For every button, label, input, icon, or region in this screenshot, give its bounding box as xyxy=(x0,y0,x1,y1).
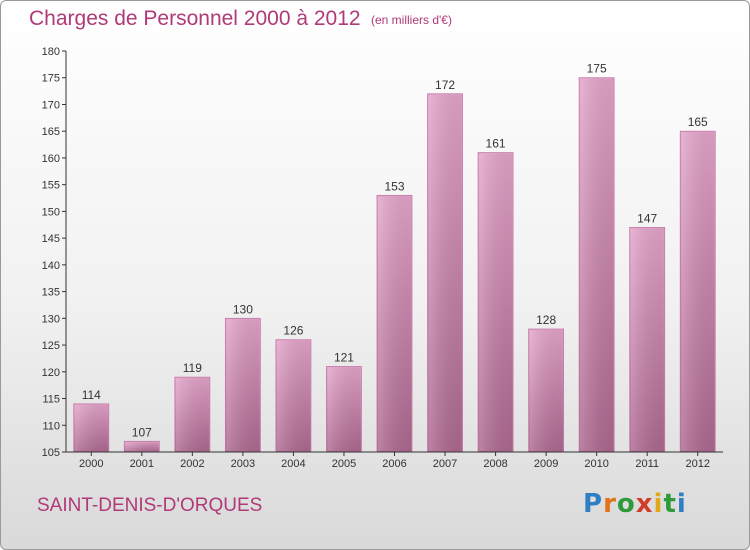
y-tick-label: 145 xyxy=(42,233,60,245)
bar-highlight xyxy=(327,367,361,451)
x-tick-label: 2008 xyxy=(483,458,507,470)
bar-highlight xyxy=(125,442,159,451)
x-tick-label: 2007 xyxy=(433,458,457,470)
bar-value-label: 153 xyxy=(384,179,404,193)
x-tick-label: 2010 xyxy=(584,458,608,470)
y-tick-label: 170 xyxy=(42,99,60,111)
y-tick-label: 160 xyxy=(42,153,60,165)
bar-value-label: 175 xyxy=(587,62,607,76)
bar-value-label: 147 xyxy=(637,211,657,225)
y-tick-label: 150 xyxy=(42,206,60,218)
y-tick-label: 110 xyxy=(42,420,60,432)
bar-value-label: 121 xyxy=(334,350,354,364)
x-tick-label: 2011 xyxy=(635,458,659,470)
bar-highlight xyxy=(74,404,108,451)
logo-letter: o xyxy=(616,489,636,519)
y-tick-label: 155 xyxy=(42,180,60,192)
bar-highlight xyxy=(175,378,209,451)
bar-value-label: 107 xyxy=(132,425,152,439)
bar-highlight xyxy=(580,78,614,451)
x-tick-label: 2004 xyxy=(281,458,305,470)
bar-highlight xyxy=(226,319,260,451)
y-tick-label: 125 xyxy=(42,340,60,352)
logo-letter: x xyxy=(635,489,654,519)
y-tick-label: 135 xyxy=(42,287,60,299)
y-tick-label: 175 xyxy=(42,73,60,85)
bar-value-label: 128 xyxy=(536,313,556,327)
bar-highlight xyxy=(428,94,462,452)
bar-highlight xyxy=(378,196,411,451)
bar-highlight xyxy=(630,228,664,451)
x-axis: 2000 2001 2002 2003 2004 2005 2006 2007 2008 2009… xyxy=(66,451,723,470)
x-tick-label: 2005 xyxy=(332,458,356,470)
chart-subtitle: (en milliers d'€) xyxy=(371,13,452,27)
bars-group: 114 107 119 130 126 121 153 172 161 128 175 147 165 xyxy=(73,62,716,453)
commune-name: SAINT-DENIS-D'ORQUES xyxy=(37,495,263,516)
y-axis: 105 110 115 120 125 130 135 140 145 150 155 160 165 1… xyxy=(42,46,67,459)
bar-value-label: 161 xyxy=(486,137,506,151)
logo-letter: r xyxy=(603,489,617,519)
logo-letter: P xyxy=(583,489,604,519)
y-tick-label: 105 xyxy=(42,447,60,459)
logo-letter: i xyxy=(676,489,687,519)
x-tick-label: 2002 xyxy=(180,458,204,470)
x-tick-label: 2001 xyxy=(130,458,154,470)
bar-value-label: 165 xyxy=(688,115,708,129)
logo-letter: t xyxy=(663,489,677,519)
proxiti-logo[interactable]: Proxiti xyxy=(583,489,687,519)
bar-highlight xyxy=(529,330,563,451)
chart-title: Charges de Personnel 2000 à 2012 xyxy=(29,7,361,30)
x-tick-label: 2006 xyxy=(382,458,406,470)
y-tick-label: 130 xyxy=(42,313,60,325)
y-tick-label: 165 xyxy=(42,126,60,138)
bar-highlight xyxy=(479,153,513,451)
y-tick-label: 140 xyxy=(42,260,60,272)
y-tick-label: 115 xyxy=(42,394,60,406)
bar-highlight xyxy=(276,340,310,451)
bar-highlight xyxy=(681,132,715,451)
bar-value-label: 126 xyxy=(283,324,303,338)
y-tick-label: 120 xyxy=(42,367,60,379)
bar-value-label: 172 xyxy=(435,78,455,92)
x-tick-label: 2009 xyxy=(534,458,558,470)
x-tick-label: 2003 xyxy=(231,458,255,470)
logo-letter: i xyxy=(653,489,664,519)
bar-value-label: 114 xyxy=(82,388,101,402)
y-tick-label: 180 xyxy=(42,46,60,58)
bar-value-label: 119 xyxy=(183,361,202,375)
x-tick-label: 2000 xyxy=(79,458,103,470)
x-tick-label: 2012 xyxy=(685,458,709,470)
bar-value-label: 130 xyxy=(233,302,253,316)
